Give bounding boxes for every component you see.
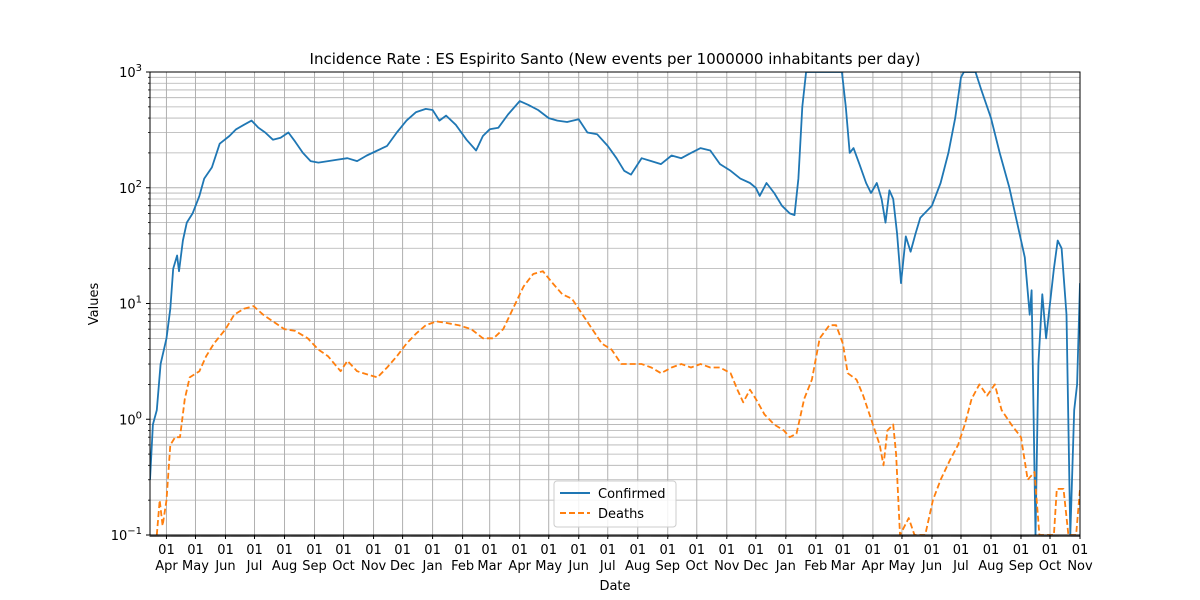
x-tick-day: 01 [481,543,498,558]
x-tick-month: Aug [625,559,650,574]
y-tick-label: 10−1 [111,526,142,544]
x-tick-month: Oct [686,559,708,574]
x-axis-label: Date [599,579,630,594]
x-tick-day: 01 [719,543,736,558]
x-tick-day: 01 [599,543,616,558]
x-tick-day: 01 [1013,543,1030,558]
x-tick-day: 01 [570,543,587,558]
x-tick-day: 01 [1072,543,1089,558]
series-lines [150,72,1080,535]
x-tick-day: 01 [748,543,765,558]
y-tick-label: 100 [119,410,142,428]
x-tick-month: Oct [332,559,354,574]
x-tick-day: 01 [306,543,323,558]
x-tick-month: Aug [978,559,1003,574]
x-tick-month: Mar [477,559,502,574]
x-tick-day: 01 [778,543,795,558]
y-tick-label: 102 [119,179,142,197]
x-tick-month: Apr [862,559,885,574]
x-tick-month: Oct [1039,559,1061,574]
x-tick-day: 01 [689,543,706,558]
x-tick-month: Sep [655,559,680,574]
x-tick-day: 01 [511,543,528,558]
x-tick-day: 01 [335,543,352,558]
x-tick-month: Dec [743,559,768,574]
x-tick-month: Feb [451,559,474,574]
x-tick-day: 01 [953,543,970,558]
x-tick-month: Mar [831,559,856,574]
x-tick-day: 01 [540,543,557,558]
x-tick-day: 01 [983,543,1000,558]
series-line-deaths [155,270,1080,535]
legend: Confirmed Deaths [553,480,677,528]
chart-title: Incidence Rate : ES Espirito Santo (New … [310,50,921,68]
x-tick-month: May [182,559,209,574]
x-tick-month: Aug [272,559,297,574]
y-tick-label: 101 [119,295,142,313]
x-tick-day: 01 [454,543,471,558]
x-tick-day: 01 [629,543,646,558]
x-tick-month: May [535,559,562,574]
x-tick-day: 01 [158,543,175,558]
x-tick-day: 01 [394,543,411,558]
x-tick-month: Jul [952,559,969,574]
x-tick-day: 01 [865,543,882,558]
x-tick-day: 01 [894,543,911,558]
x-tick-day: 01 [924,543,941,558]
x-tick-month: Sep [302,559,327,574]
x-tick-month: Jan [422,559,443,574]
x-tick-month: Feb [804,559,827,574]
x-tick-day: 01 [187,543,204,558]
x-tick-day: 01 [276,543,293,558]
x-tick-month: Nov [714,559,740,574]
x-tick-month: Jun [214,559,235,574]
x-tick-month: Sep [1009,559,1034,574]
x-tick-month: Nov [1067,559,1093,574]
x-tick-day: 01 [808,543,825,558]
y-axis-label: Values [87,283,102,326]
grid [150,71,1081,536]
x-tick-day: 01 [835,543,852,558]
x-tick-day: 01 [1042,543,1059,558]
legend-confirmed-label: Confirmed [598,487,666,502]
x-tick-month: Jun [568,559,589,574]
series-line-confirmed [150,72,1080,535]
x-tick-month: Jul [246,559,263,574]
x-tick-month: May [888,559,915,574]
x-tick-day: 01 [217,543,234,558]
x-tick-month: Jun [921,559,942,574]
x-tick-day: 01 [365,543,382,558]
y-tick-label: 103 [119,63,142,81]
x-tick-month: Dec [390,559,415,574]
x-axis: 01Apr01May01Jun01Jul01Aug01Sep01Oct01Nov… [149,535,1093,574]
legend-deaths-label: Deaths [598,507,644,522]
x-tick-month: Nov [361,559,387,574]
x-tick-month: Jul [599,559,616,574]
x-tick-month: Apr [508,559,531,574]
x-tick-day: 01 [659,543,676,558]
x-tick-day: 01 [424,543,441,558]
x-tick-day: 01 [246,543,263,558]
x-tick-month: Jan [775,559,796,574]
y-axis: 10−1 100 101 102 103 [111,63,150,544]
x-tick-month: Apr [155,559,178,574]
